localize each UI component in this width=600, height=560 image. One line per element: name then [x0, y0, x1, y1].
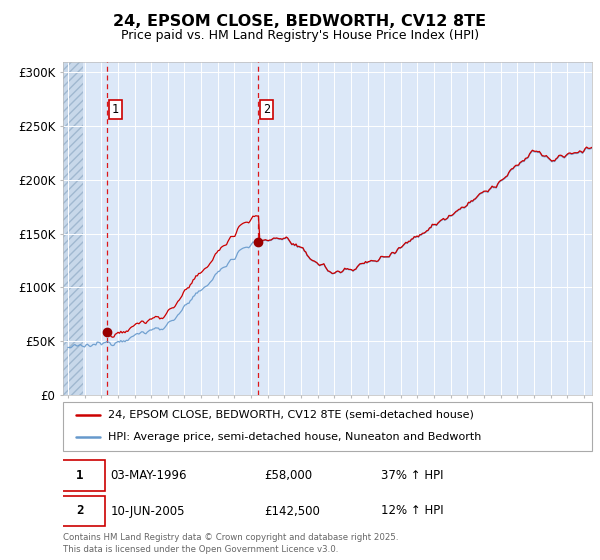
Text: 2: 2 — [76, 505, 83, 517]
Bar — [63, 62, 83, 395]
Text: Contains HM Land Registry data © Crown copyright and database right 2025.
This d: Contains HM Land Registry data © Crown c… — [63, 533, 398, 554]
Text: £142,500: £142,500 — [264, 505, 320, 517]
Bar — [83, 62, 259, 395]
Text: 24, EPSOM CLOSE, BEDWORTH, CV12 8TE (semi-detached house): 24, EPSOM CLOSE, BEDWORTH, CV12 8TE (sem… — [108, 410, 474, 420]
Text: Price paid vs. HM Land Registry's House Price Index (HPI): Price paid vs. HM Land Registry's House … — [121, 29, 479, 42]
Text: 37% ↑ HPI: 37% ↑ HPI — [380, 469, 443, 482]
Text: HPI: Average price, semi-detached house, Nuneaton and Bedworth: HPI: Average price, semi-detached house,… — [108, 432, 481, 442]
Text: 10-JUN-2005: 10-JUN-2005 — [110, 505, 185, 517]
Text: 12% ↑ HPI: 12% ↑ HPI — [380, 505, 443, 517]
Text: 24, EPSOM CLOSE, BEDWORTH, CV12 8TE: 24, EPSOM CLOSE, BEDWORTH, CV12 8TE — [113, 14, 487, 29]
FancyBboxPatch shape — [55, 460, 106, 491]
Text: 03-MAY-1996: 03-MAY-1996 — [110, 469, 187, 482]
FancyBboxPatch shape — [55, 496, 106, 526]
Text: 1: 1 — [76, 469, 83, 482]
Text: £58,000: £58,000 — [264, 469, 312, 482]
Text: 2: 2 — [263, 104, 271, 116]
FancyBboxPatch shape — [63, 402, 592, 451]
Text: 1: 1 — [112, 104, 119, 116]
